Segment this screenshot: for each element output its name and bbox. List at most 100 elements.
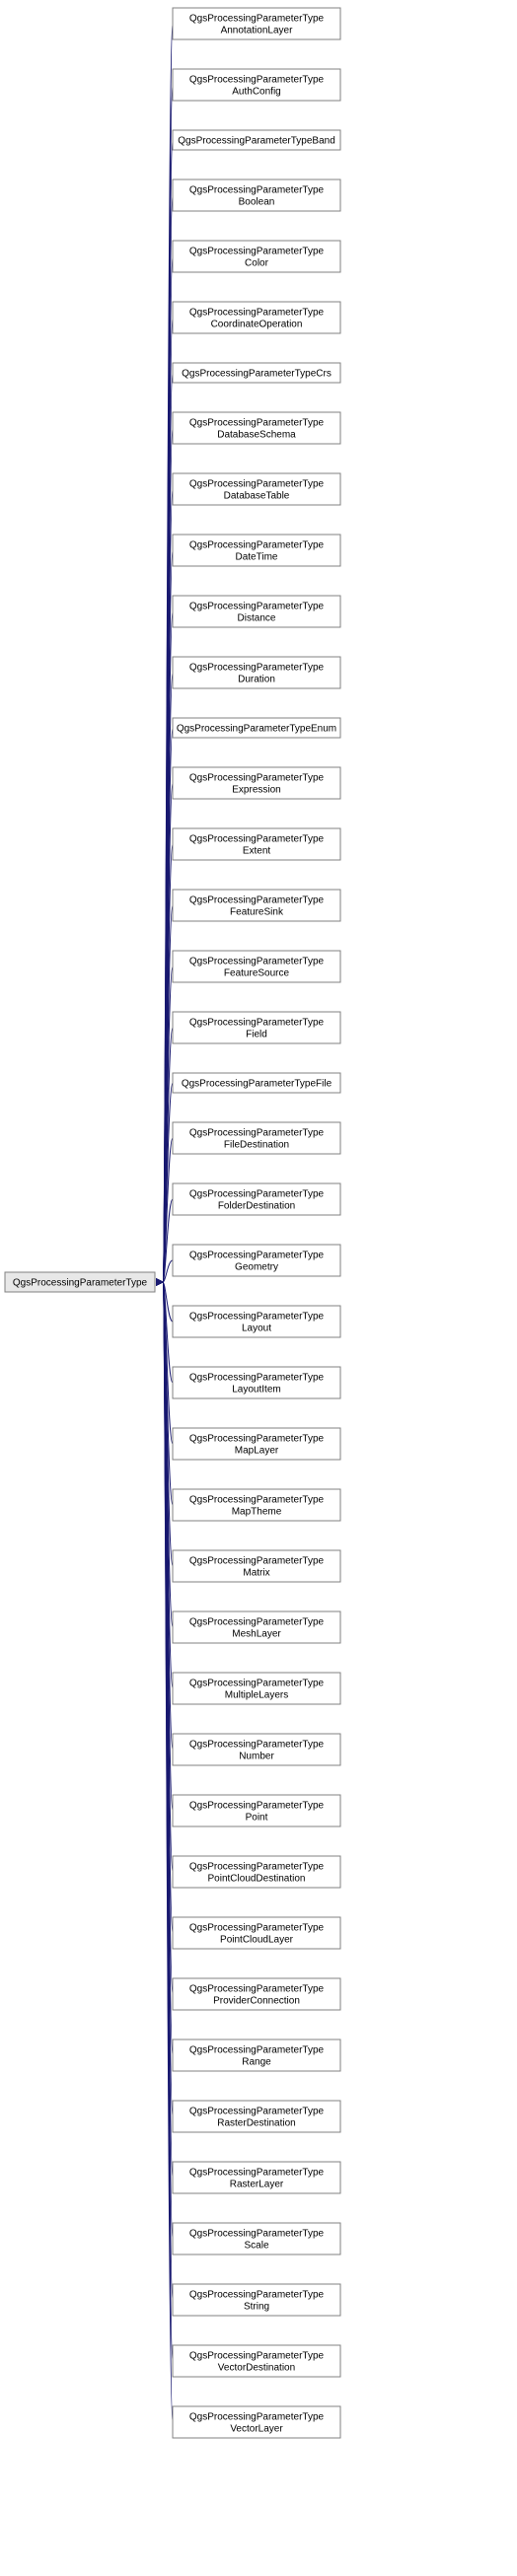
child-node[interactable]: QgsProcessingParameterTypeString (173, 2284, 340, 2316)
child-node[interactable]: QgsProcessingParameterTypeFeatureSource (173, 951, 340, 982)
child-node-label-line1: QgsProcessingParameterType (189, 308, 325, 319)
child-node-label-line1: QgsProcessingParameterType (189, 1373, 325, 1384)
child-node-label-line2: Expression (232, 785, 280, 796)
child-node-label-line1: QgsProcessingParameterType (189, 2107, 325, 2117)
child-node[interactable]: QgsProcessingParameterTypeMeshLayer (173, 1611, 340, 1643)
child-node-label-line1: QgsProcessingParameterType (189, 773, 325, 784)
child-node-label-line1: QgsProcessingParameterTypeBand (178, 136, 335, 147)
child-node-label-line2: VectorLayer (230, 2424, 283, 2435)
child-node[interactable]: QgsProcessingParameterTypeRasterLayer (173, 2162, 340, 2193)
child-node[interactable]: QgsProcessingParameterTypeMapTheme (173, 1489, 340, 1521)
child-node[interactable]: QgsProcessingParameterTypeFolderDestinat… (173, 1183, 340, 1215)
child-node-label-line1: QgsProcessingParameterType (189, 1740, 325, 1751)
child-node[interactable]: QgsProcessingParameterTypeField (173, 1012, 340, 1043)
child-node-label-line2: FileDestination (224, 1140, 289, 1151)
child-node-label-line2: Field (246, 1030, 267, 1040)
child-node-label-line2: MultipleLayers (225, 1690, 288, 1701)
child-node-label-line2: String (244, 2302, 269, 2313)
child-node-label-line1: QgsProcessingParameterType (189, 540, 325, 551)
child-node[interactable]: QgsProcessingParameterTypePointCloudLaye… (173, 1917, 340, 1949)
child-node-label-line2: Color (245, 258, 269, 269)
child-node-label-line2: LayoutItem (232, 1385, 280, 1395)
child-node-label-line1: QgsProcessingParameterType (189, 895, 325, 906)
child-node-label-line1: QgsProcessingParameterType (189, 2229, 325, 2240)
child-node-label-line2: RasterDestination (217, 2118, 295, 2129)
child-node[interactable]: QgsProcessingParameterTypeDatabaseTable (173, 473, 340, 505)
child-node-label-line2: MapTheme (232, 1507, 282, 1518)
child-node-label-line1: QgsProcessingParameterType (189, 1862, 325, 1873)
child-node-label-line1: QgsProcessingParameterType (189, 1018, 325, 1029)
child-node[interactable]: QgsProcessingParameterTypeAuthConfig (173, 69, 340, 101)
child-node-label-line1: QgsProcessingParameterType (189, 1495, 325, 1506)
child-node[interactable]: QgsProcessingParameterTypeNumber (173, 1734, 340, 1765)
child-node[interactable]: QgsProcessingParameterTypeColor (173, 241, 340, 272)
child-node[interactable]: QgsProcessingParameterTypeDistance (173, 596, 340, 627)
child-node[interactable]: QgsProcessingParameterTypeMapLayer (173, 1428, 340, 1460)
child-node-label-line2: AnnotationLayer (221, 26, 294, 36)
child-node[interactable]: QgsProcessingParameterTypeBand (173, 130, 340, 150)
child-node-label-line1: QgsProcessingParameterType (189, 1984, 325, 1995)
root-node-label: QgsProcessingParameterType (13, 1278, 148, 1289)
child-node[interactable]: QgsProcessingParameterTypeCrs (173, 363, 340, 383)
child-node-label-line1: QgsProcessingParameterType (189, 1434, 325, 1445)
child-node[interactable]: QgsProcessingParameterTypeRasterDestinat… (173, 2101, 340, 2132)
child-node[interactable]: QgsProcessingParameterTypeGeometry (173, 1245, 340, 1276)
child-node[interactable]: QgsProcessingParameterTypeFeatureSink (173, 890, 340, 921)
child-node[interactable]: QgsProcessingParameterTypeVectorLayer (173, 2406, 340, 2438)
child-node[interactable]: QgsProcessingParameterTypeProviderConnec… (173, 1978, 340, 2010)
child-node[interactable]: QgsProcessingParameterTypeScale (173, 2223, 340, 2254)
child-node-label-line1: QgsProcessingParameterType (189, 14, 325, 25)
child-node-label-line1: QgsProcessingParameterType (189, 75, 325, 86)
child-node[interactable]: QgsProcessingParameterTypeDuration (173, 657, 340, 688)
child-node[interactable]: QgsProcessingParameterTypePoint (173, 1795, 340, 1826)
child-node-label-line1: QgsProcessingParameterType (189, 1189, 325, 1200)
child-node-label-line2: DatabaseTable (224, 491, 290, 502)
child-node-label-line1: QgsProcessingParameterType (189, 185, 325, 196)
child-node-label-line2: MapLayer (235, 1446, 279, 1457)
child-node-label-line2: Geometry (235, 1262, 278, 1273)
child-node-label-line1: QgsProcessingParameterType (189, 2168, 325, 2179)
child-node-label-line1: QgsProcessingParameterType (189, 2412, 325, 2423)
child-node-label-line2: FolderDestination (218, 1201, 295, 1212)
child-node-label-line2: RasterLayer (230, 2180, 284, 2190)
child-node[interactable]: QgsProcessingParameterTypeDatabaseSchema (173, 412, 340, 444)
child-node[interactable]: QgsProcessingParameterTypeFile (173, 1073, 340, 1093)
edges (163, 24, 173, 2422)
child-node-label-line2: VectorDestination (218, 2363, 295, 2374)
child-node-label-line1: QgsProcessingParameterType (189, 1128, 325, 1139)
child-node[interactable]: QgsProcessingParameterTypeFileDestinatio… (173, 1122, 340, 1154)
child-node-label-line1: QgsProcessingParameterType (189, 834, 325, 845)
child-node[interactable]: QgsProcessingParameterTypeMultipleLayers (173, 1673, 340, 1704)
child-node-label-line2: Range (242, 2057, 271, 2068)
child-node-label-line2: FeatureSource (224, 968, 290, 979)
child-node-label-line1: QgsProcessingParameterType (189, 2290, 325, 2301)
inheritance-diagram: QgsProcessingParameterTypeQgsProcessingP… (0, 0, 517, 2576)
child-node[interactable]: QgsProcessingParameterTypeLayoutItem (173, 1367, 340, 1398)
child-node-label-line2: DatabaseSchema (217, 430, 296, 441)
child-node-label-line1: QgsProcessingParameterType (189, 663, 325, 674)
child-node-label-line2: CoordinateOperation (211, 320, 303, 330)
child-node-label-line2: Point (246, 1813, 268, 1824)
child-node[interactable]: QgsProcessingParameterTypeRange (173, 2039, 340, 2071)
child-node[interactable]: QgsProcessingParameterTypeDateTime (173, 535, 340, 566)
child-node-label-line2: Scale (244, 2241, 268, 2252)
child-node[interactable]: QgsProcessingParameterTypeBoolean (173, 179, 340, 211)
child-node-label-line1: QgsProcessingParameterType (189, 957, 325, 967)
child-node[interactable]: QgsProcessingParameterTypeExpression (173, 767, 340, 799)
child-node-label-line2: Layout (242, 1324, 271, 1334)
child-node[interactable]: QgsProcessingParameterTypeExtent (173, 828, 340, 860)
child-node-label-line2: FeatureSink (230, 907, 284, 918)
child-node-label-line2: Extent (243, 846, 271, 857)
child-node-label-line2: Boolean (239, 197, 275, 208)
child-node[interactable]: QgsProcessingParameterTypeMatrix (173, 1550, 340, 1582)
child-node[interactable]: QgsProcessingParameterTypeLayout (173, 1306, 340, 1337)
root-node[interactable]: QgsProcessingParameterType (5, 1272, 155, 1292)
child-node[interactable]: QgsProcessingParameterTypeCoordinateOper… (173, 302, 340, 333)
child-node[interactable]: QgsProcessingParameterTypeVectorDestinat… (173, 2345, 340, 2377)
child-node-label-line1: QgsProcessingParameterType (189, 247, 325, 257)
child-node[interactable]: QgsProcessingParameterTypeEnum (173, 718, 340, 738)
child-node[interactable]: QgsProcessingParameterTypePointCloudDest… (173, 1856, 340, 1888)
child-node-label-line2: ProviderConnection (213, 1996, 300, 2007)
child-node-label-line1: QgsProcessingParameterType (189, 1556, 325, 1567)
child-node[interactable]: QgsProcessingParameterTypeAnnotationLaye… (173, 8, 340, 39)
